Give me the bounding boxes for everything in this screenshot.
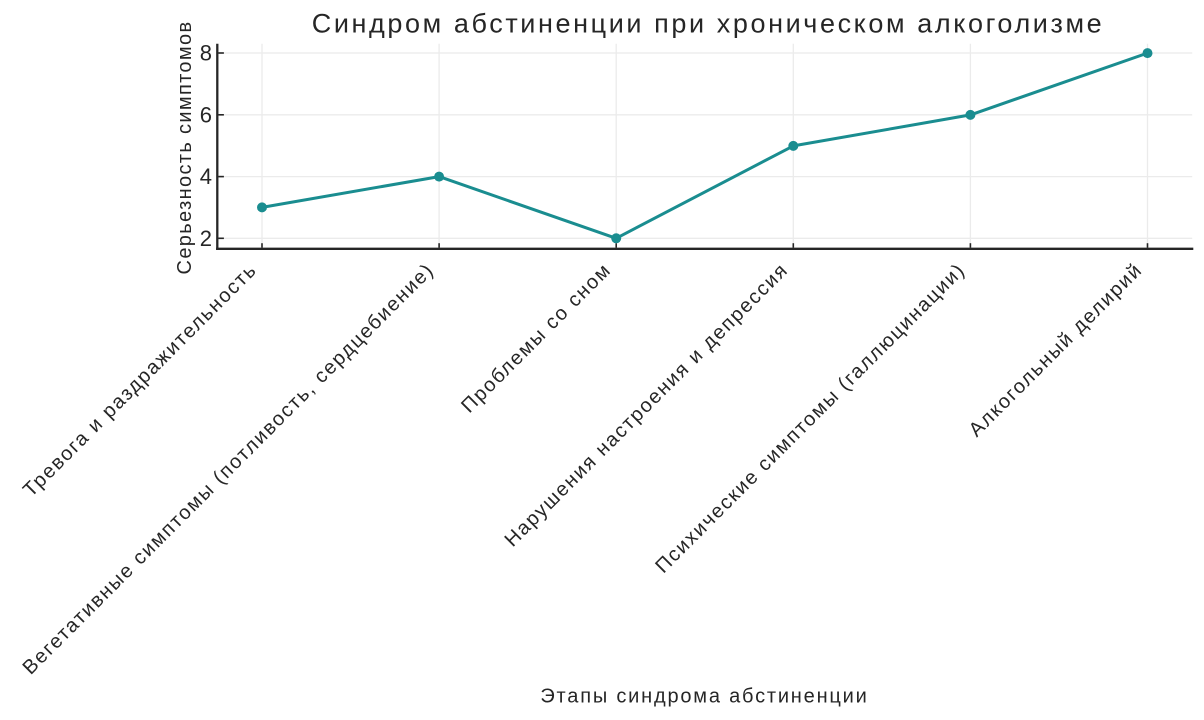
svg-text:Этапы синдрома абстиненции: Этапы синдрома абстиненции — [540, 686, 868, 708]
svg-text:Серьезность симптомов: Серьезность симптомов — [174, 21, 196, 275]
svg-text:2: 2 — [200, 226, 212, 251]
svg-text:4: 4 — [200, 164, 212, 189]
svg-text:6: 6 — [200, 102, 212, 127]
svg-text:8: 8 — [200, 41, 212, 66]
svg-text:Синдром абстиненции при хронич: Синдром абстиненции при хроническом алко… — [312, 8, 1105, 38]
